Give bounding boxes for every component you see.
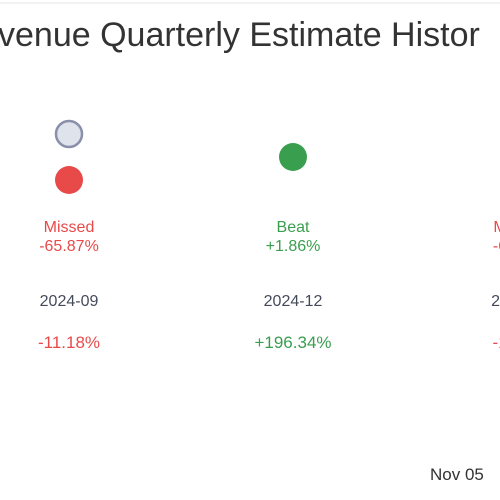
period-label: 2024-12 bbox=[264, 293, 323, 310]
status-label: M bbox=[493, 219, 500, 236]
chart-title: venue Quarterly Estimate Histor bbox=[0, 16, 480, 54]
growth-percent: -1 bbox=[492, 333, 500, 352]
period-label: 2024-09 bbox=[40, 293, 99, 310]
estimate-marker bbox=[54, 119, 84, 149]
growth-percent: -11.18% bbox=[38, 333, 100, 352]
status-label: Missed bbox=[44, 219, 95, 236]
surprise-percent: -6 bbox=[493, 238, 500, 255]
actual-marker-beat bbox=[279, 143, 307, 171]
growth-percent: +196.34% bbox=[254, 333, 331, 352]
surprise-percent: -65.87% bbox=[39, 238, 99, 255]
footer-date: Nov 05 bbox=[430, 465, 484, 484]
status-label: Beat bbox=[277, 219, 310, 236]
surprise-percent: +1.86% bbox=[266, 238, 321, 255]
quarter-columns: Missed-65.87%2024-09-11.18%Beat+1.86%202… bbox=[38, 119, 500, 352]
period-label: 20 bbox=[491, 293, 500, 310]
actual-marker-missed bbox=[55, 166, 83, 194]
